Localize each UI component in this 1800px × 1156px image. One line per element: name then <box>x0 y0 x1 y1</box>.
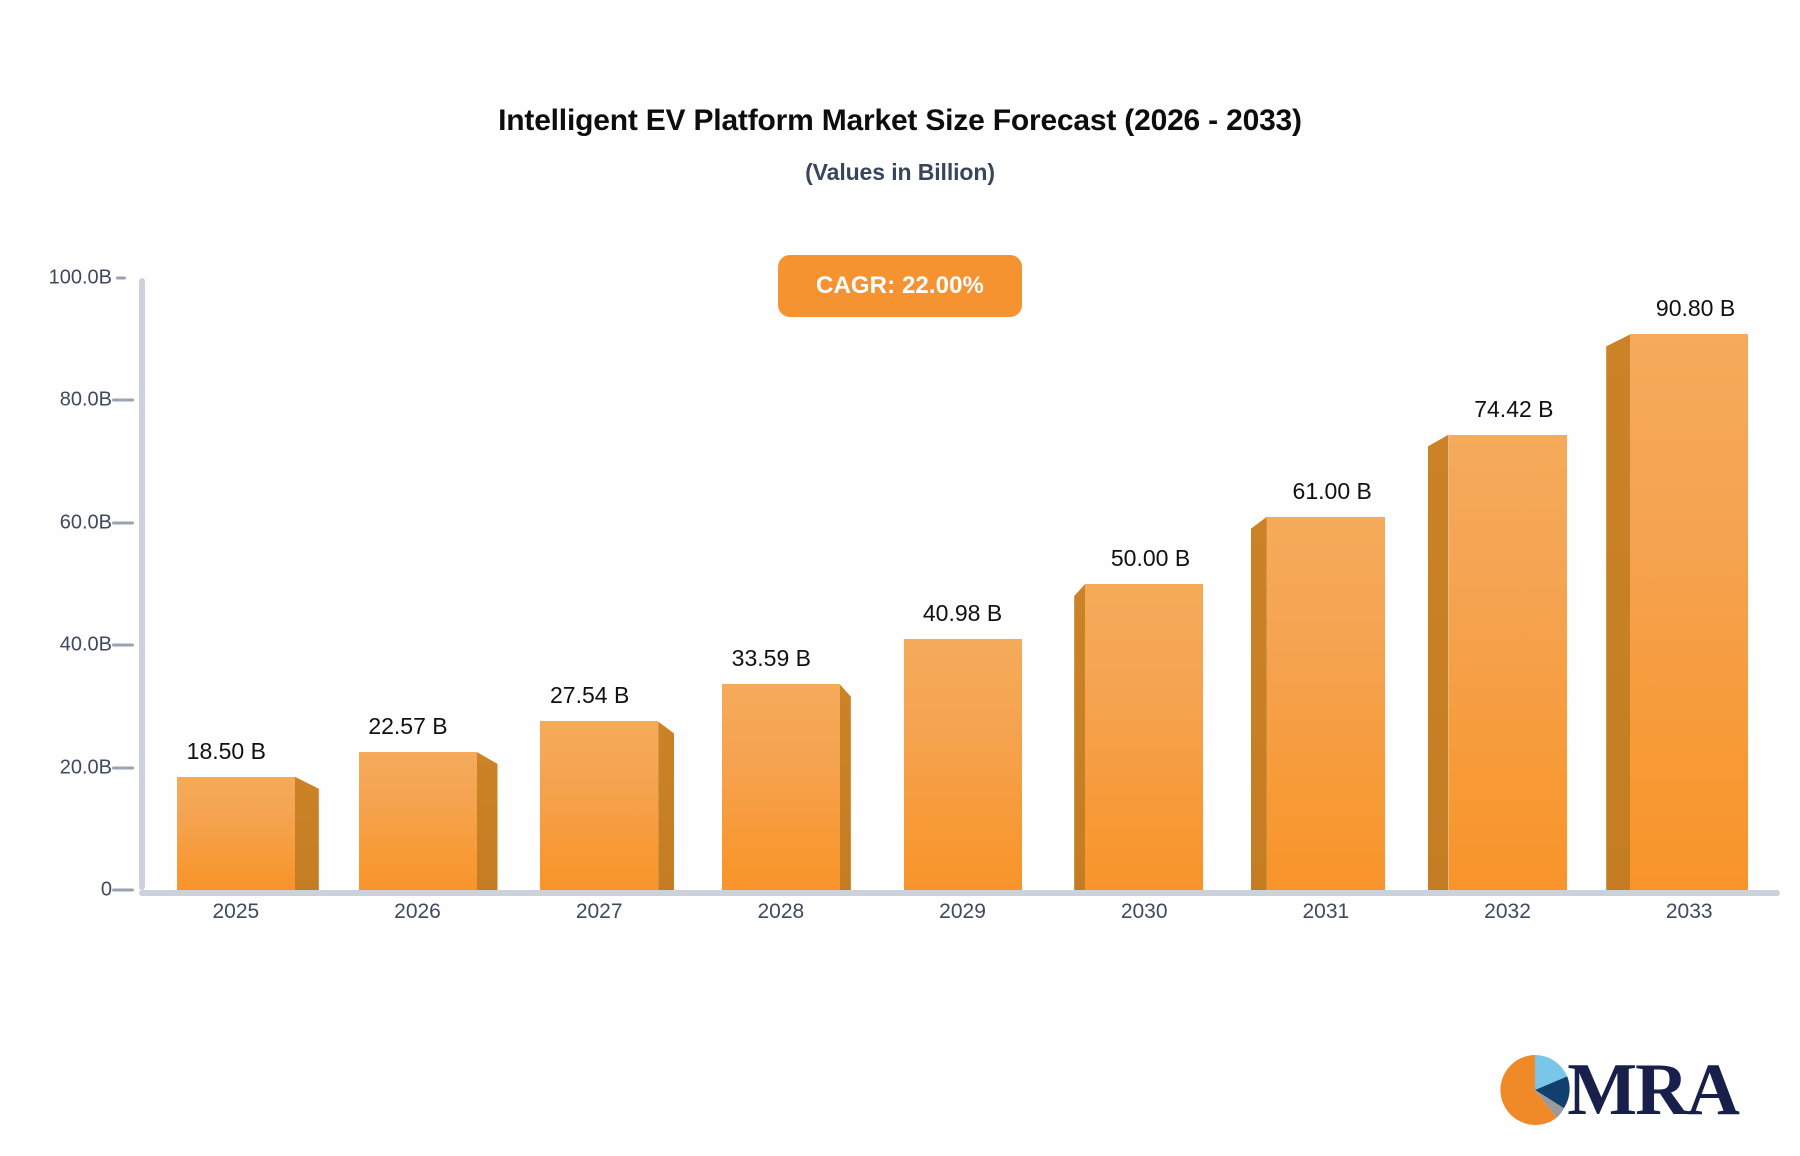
x-tick-label-2033: 2033 <box>1665 900 1713 923</box>
x-tick-label-2026: 2026 <box>394 900 441 923</box>
y-tick-label: 100.0B <box>48 266 112 289</box>
bar-slot: 90.80 B <box>1598 270 1780 890</box>
x-tick-label-2025: 2025 <box>212 900 260 923</box>
x-tick-label-2027: 2027 <box>575 900 623 923</box>
bar-face: 74.42 B <box>1427 396 1567 890</box>
bar-face: 22.57 B <box>358 713 498 890</box>
y-tick-mark <box>112 766 134 770</box>
bar-side-face <box>476 751 498 890</box>
bar-side-face <box>294 776 319 890</box>
y-tick-mark <box>112 521 134 525</box>
bar-value-label: 33.59 B <box>731 645 811 672</box>
x-tick-label-2031: 2031 <box>1302 900 1350 923</box>
cagr-badge: CAGR: 22.00% <box>778 255 1022 317</box>
bar-2028[interactable]: 33.59 B <box>721 645 851 890</box>
bar-2029[interactable]: 40.98 B <box>903 600 1022 890</box>
bar-series: 18.50 B 22.57 B 27.54 B 33.59 B 40.98 B 50.00… <box>145 270 1780 890</box>
x-tick-label-2028: 2028 <box>757 900 805 923</box>
y-tick-mark <box>112 888 134 892</box>
bar-2033[interactable]: 90.80 B <box>1606 295 1749 890</box>
bar-slot: 33.59 B <box>690 270 872 890</box>
bar-slot: 50.00 B <box>1053 270 1235 890</box>
bar-slot: 40.98 B <box>872 270 1054 890</box>
bar-face: 27.54 B <box>540 682 675 890</box>
bar-face: 50.00 B <box>1074 545 1204 890</box>
bar-side-face <box>1074 584 1086 890</box>
mra-logo: MRA <box>1497 1049 1740 1131</box>
plot-area: 100.0B 80.0B 60.0B 40.0B 20.0B 0 18.50 B 22.57… <box>0 266 1800 901</box>
bar-value-label: 18.50 B <box>186 737 266 764</box>
chart-subtitle: (Values in Billion) <box>805 158 995 185</box>
bar-side-face <box>1606 334 1631 890</box>
bar-2031[interactable]: 61.00 B <box>1250 478 1385 890</box>
bar-2030[interactable]: 50.00 B <box>1074 545 1204 890</box>
bar-2025[interactable]: 18.50 B <box>176 738 319 890</box>
y-axis-spine <box>139 278 145 890</box>
bar-face: 61.00 B <box>1250 478 1385 890</box>
bar-face: 33.59 B <box>721 645 851 890</box>
y-tick-label: 80.0B <box>59 388 112 411</box>
bar-value-label: 22.57 B <box>368 712 448 739</box>
bar-2027[interactable]: 27.54 B <box>540 682 675 890</box>
y-tick-label: 20.0B <box>59 756 112 779</box>
bar-slot: 22.57 B <box>327 270 509 890</box>
bar-value-label: 90.80 B <box>1655 295 1736 322</box>
bar-face: 40.98 B <box>903 600 1022 890</box>
pie-chart-icon <box>1500 1055 1570 1125</box>
bar-face: 90.80 B <box>1606 295 1749 890</box>
x-tick-label-2032: 2032 <box>1484 900 1531 923</box>
bar-value-label: 50.00 B <box>1110 545 1191 571</box>
y-tick-mark <box>112 398 134 402</box>
bar-slot: 18.50 B <box>145 270 327 890</box>
bar-value-label: 61.00 B <box>1292 477 1372 504</box>
x-tick-label-2029: 2029 <box>939 900 986 923</box>
bar-2032[interactable]: 74.42 B <box>1427 396 1567 890</box>
bar-slot: 61.00 B <box>1235 270 1417 890</box>
y-tick-mark <box>116 276 126 280</box>
x-tick-label-2030: 2030 <box>1120 900 1168 923</box>
chart-header: Intelligent EV Platform Market Size Fore… <box>0 0 1800 186</box>
bar-slot: 27.54 B <box>508 270 690 890</box>
bar-side-face <box>1250 516 1267 890</box>
bar-side-face <box>1427 434 1449 890</box>
y-tick-mark <box>112 643 134 647</box>
x-axis-spine <box>139 890 1780 896</box>
bar-value-label: 74.42 B <box>1474 395 1554 422</box>
bar-value-label: 40.98 B <box>922 600 1003 627</box>
bar-side-face <box>839 684 851 890</box>
x-axis-labels: 2025 2026 2027 2028 2029 2030 2031 2032 2033 <box>145 900 1780 924</box>
bar-face: 18.50 B <box>176 738 319 890</box>
y-tick-label: 60.0B <box>59 511 112 534</box>
y-tick-label: 0 <box>100 878 112 901</box>
bar-2026[interactable]: 22.57 B <box>358 713 498 890</box>
bar-side-face <box>658 721 675 890</box>
logo-wordmark: MRA <box>1567 1049 1740 1131</box>
y-tick-label: 40.0B <box>59 633 112 656</box>
bar-value-label: 27.54 B <box>550 682 630 709</box>
bar-slot: 74.42 B <box>1417 270 1599 890</box>
page-title: Intelligent EV Platform Market Size Fore… <box>498 104 1302 137</box>
